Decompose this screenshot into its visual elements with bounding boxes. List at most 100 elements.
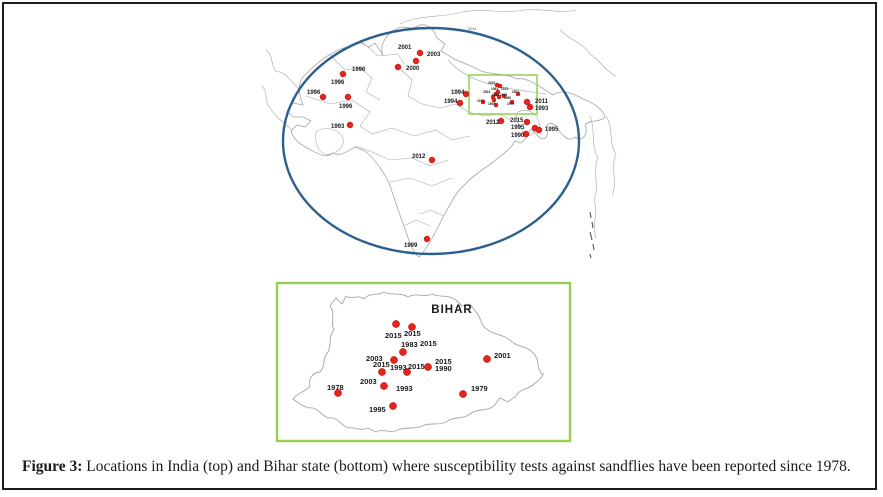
year-label: 1979 — [471, 384, 488, 393]
year-label: 2001 — [494, 351, 511, 360]
year-dot — [497, 117, 505, 125]
year-label: 1995 — [369, 405, 386, 414]
island-chain — [589, 211, 595, 259]
year-dot — [389, 402, 397, 410]
figure-caption: Figure 3: Locations in India (top) and B… — [22, 457, 867, 476]
year-label: 1996 — [331, 80, 345, 86]
year-label: 2015 — [408, 362, 425, 371]
year-dot — [403, 368, 411, 376]
neighbor-outlines — [261, 9, 617, 239]
year-label: 2015 — [404, 329, 421, 338]
year-dot — [459, 390, 467, 398]
year-dot — [412, 57, 420, 65]
year-dot — [424, 363, 432, 371]
ellipse-watermark-label: 2011 — [468, 26, 477, 31]
year-dot — [428, 156, 436, 164]
year-dot — [535, 126, 543, 134]
year-label: 1993 — [331, 124, 345, 130]
india-labels: 2001 2003 2000 1996 1996 1996 1996 1993 1994 1994… — [307, 45, 559, 249]
india-outline — [286, 24, 606, 258]
year-dot — [483, 355, 491, 363]
year-dot — [399, 348, 407, 356]
year-dot — [462, 90, 470, 98]
year-label: 2012 — [486, 120, 500, 126]
bihar-map-box — [275, 281, 572, 443]
year-label: 1978 — [477, 99, 484, 103]
bihar-title: BIHAR — [431, 304, 472, 316]
year-label: 2000 — [406, 66, 420, 72]
year-label: 2015 — [488, 81, 495, 85]
year-label: 2015 — [435, 357, 452, 366]
year-label: 2001 — [512, 90, 519, 94]
year-dot — [394, 63, 402, 71]
year-dot — [522, 130, 530, 138]
year-dot — [416, 49, 424, 57]
year-label: 1996 — [339, 104, 353, 110]
year-label: 1990 — [504, 96, 511, 100]
year-dot — [346, 121, 354, 129]
year-label: 2003 — [366, 354, 383, 363]
year-label: 1995 — [545, 127, 559, 133]
state-boundaries — [305, 39, 511, 227]
year-label: 1999 — [404, 243, 418, 249]
year-label: 2015 — [500, 93, 507, 97]
year-label: 1996 — [352, 67, 366, 73]
year-dot — [523, 98, 531, 106]
year-label: 1983 — [401, 340, 418, 349]
year-dot — [380, 382, 388, 390]
year-dot — [526, 103, 534, 111]
year-dot — [480, 99, 486, 105]
year-dot — [515, 91, 521, 97]
year-label: 2012 — [412, 154, 426, 160]
year-dot — [339, 70, 347, 78]
year-label: 1990 — [511, 133, 525, 139]
figure-caption-label: Figure 3: — [22, 458, 83, 475]
year-dot — [501, 93, 507, 99]
year-dot — [408, 323, 416, 331]
year-dot — [392, 320, 400, 328]
year-label: 1994 — [451, 90, 465, 96]
year-label: 1996 — [307, 90, 321, 96]
year-label: 1990 — [435, 364, 452, 373]
year-label: 2015 — [510, 118, 524, 124]
year-label: 1993 — [492, 93, 499, 97]
year-label: 1993 — [390, 363, 407, 372]
year-dot — [344, 93, 352, 101]
india-dots — [319, 49, 543, 243]
year-label: 2003 — [483, 90, 490, 94]
year-label: 1995 — [488, 102, 495, 106]
year-dot — [334, 389, 342, 397]
year-label: 1979 — [507, 102, 514, 106]
year-dot — [378, 368, 386, 376]
study-area-ellipse — [281, 26, 581, 256]
year-label: 1993 — [396, 384, 413, 393]
year-dot — [493, 102, 499, 108]
figure-caption-text: Locations in India (top) and Bihar state… — [82, 458, 851, 475]
year-dot — [509, 99, 515, 105]
year-label: 2015 — [501, 87, 508, 91]
year-label: 2003 — [427, 52, 441, 58]
year-dot — [390, 356, 398, 364]
year-dot — [497, 83, 503, 89]
year-dot — [493, 91, 499, 97]
year-label: 2015 — [420, 339, 437, 348]
year-dot — [319, 93, 327, 101]
year-label: 1993 — [535, 106, 549, 112]
bihar-dots — [334, 320, 491, 410]
year-label: 1994 — [444, 99, 458, 105]
year-label: 2011 — [535, 99, 549, 105]
year-label: 2015 — [385, 331, 402, 340]
year-label: 2001 — [398, 45, 412, 51]
year-dot — [423, 235, 431, 243]
year-dot — [456, 99, 464, 107]
year-label: 2003 — [360, 377, 377, 386]
year-label: 1995 — [511, 125, 525, 131]
year-label: 1983 — [491, 87, 498, 91]
year-dot — [496, 94, 502, 100]
